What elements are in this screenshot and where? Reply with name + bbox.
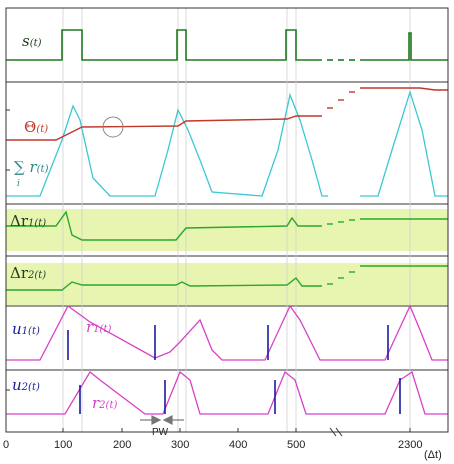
x-axis-ticks: [5, 428, 411, 432]
x-tick-300: 300: [171, 439, 190, 451]
guide-lines: [62, 8, 411, 432]
band-dr2: [6, 263, 448, 305]
pw-arrows: [140, 415, 184, 425]
x-tick-500: 500: [287, 439, 306, 451]
band-dr1: [6, 209, 448, 251]
label-theta: Θ(t): [24, 118, 49, 136]
x-tick-100: 100: [54, 439, 73, 451]
sum-r-trace-late: [360, 89, 448, 197]
label-dr1: Δr1(t): [10, 212, 47, 230]
x-tick-2300: 2300: [398, 439, 423, 451]
plot-frame: [5, 7, 449, 433]
delta-r2-break: [327, 271, 355, 285]
x-axis-break: [329, 427, 343, 437]
delta-r1-trace: [6, 210, 322, 241]
label-r1: r1(t): [86, 318, 112, 336]
label-u2: u2(t): [12, 376, 40, 394]
delta-r1-break: [327, 219, 355, 225]
x-tick-400: 400: [229, 439, 248, 451]
signal-s-trace-late: [360, 32, 448, 61]
delta-r2-trace: [6, 277, 322, 291]
pw-label: PW: [152, 427, 169, 438]
label-sum-index: i: [17, 179, 20, 189]
sum-r-trace: [6, 92, 328, 197]
label-s: s(t): [22, 32, 42, 50]
r2-trace: [6, 370, 448, 415]
label-u1: u1(t): [12, 320, 40, 338]
theta-break: [327, 91, 355, 109]
theta-trace: [6, 115, 322, 141]
u1-spikes: [67, 325, 389, 360]
u2-spikes: [79, 378, 401, 414]
theta-highlight-circle: [102, 116, 124, 138]
row-separators: [6, 81, 448, 371]
x-tick-200: 200: [113, 439, 132, 451]
label-sum-r: ∑ r(t): [14, 158, 49, 176]
label-r2: r2(t): [92, 394, 118, 412]
x-tick-0: 0: [3, 439, 10, 451]
signal-s-trace: [6, 29, 322, 61]
r1-trace: [6, 304, 448, 361]
theta-trace-late: [360, 87, 448, 91]
label-dr2: Δr2(t): [10, 264, 47, 282]
x-axis-unit: (Δt): [424, 449, 442, 461]
